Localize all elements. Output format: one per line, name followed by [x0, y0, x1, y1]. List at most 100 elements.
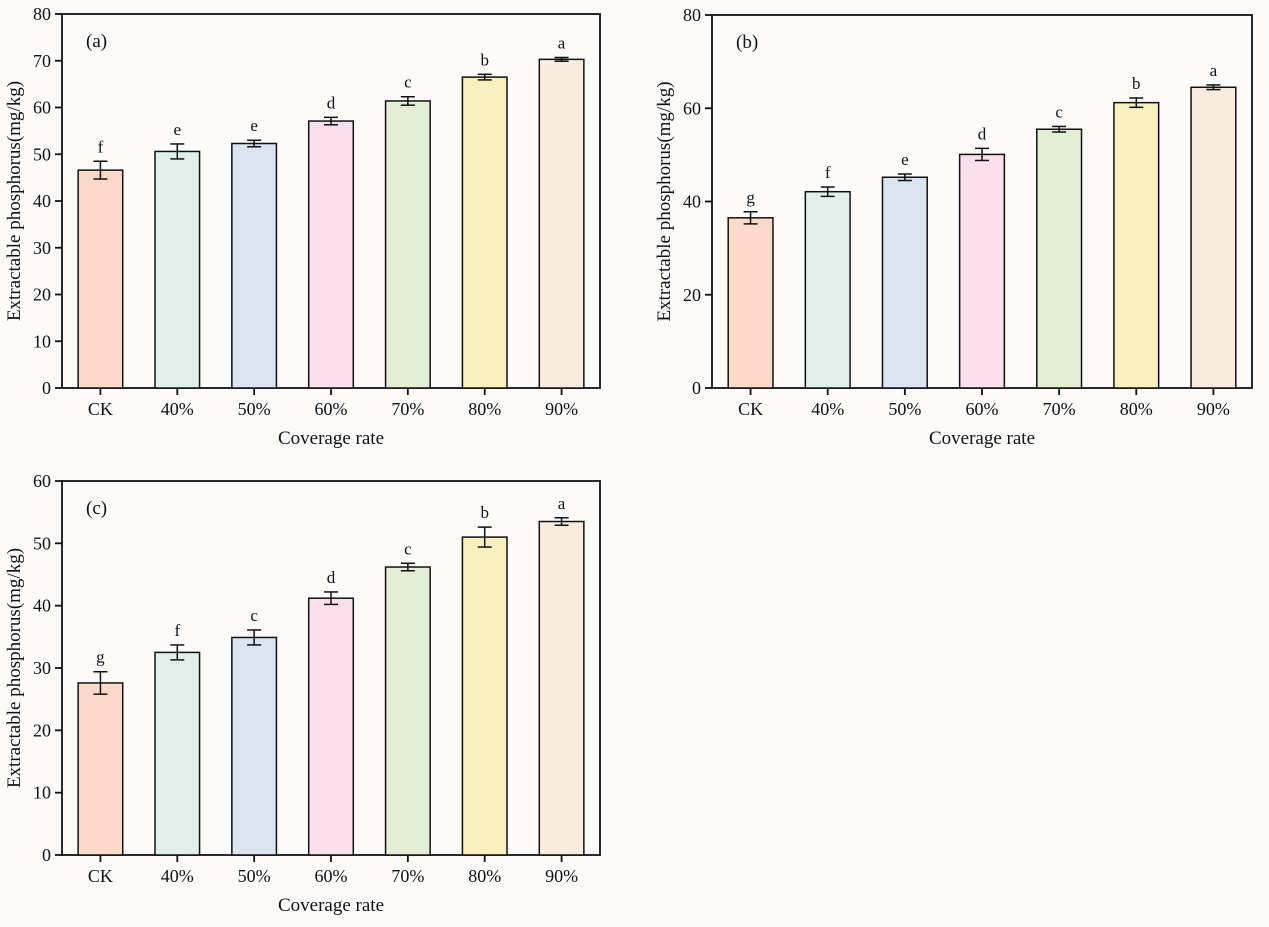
sig-letter: e — [250, 116, 258, 135]
x-tick-label: 70% — [391, 399, 424, 419]
bar-CK — [727, 217, 774, 389]
bar-90% — [538, 520, 585, 856]
bar-50% — [881, 176, 928, 389]
x-tick-label: 40% — [811, 399, 844, 419]
y-tick-label: 60 — [33, 471, 51, 491]
x-tick-label: 80% — [468, 399, 501, 419]
y-tick-label: 20 — [683, 285, 701, 305]
sig-letter: b — [480, 50, 489, 69]
sig-letter: d — [327, 93, 336, 112]
chart-panel-a: 0 10 20 30 40 50 60 70 80 f CK e 40% e 50% d 60% c 70% b 80%… — [0, 0, 634, 468]
y-tick-label: 10 — [33, 783, 51, 803]
bar-CK — [77, 682, 124, 856]
y-axis-title: Extractable phosphorus(mg/kg) — [4, 548, 25, 788]
chart-panel-c: 0 10 20 30 40 50 60 g CK f 40% c 50% d 60% c 70% b 80% a 90%… — [0, 463, 634, 927]
bar-90% — [538, 58, 585, 389]
y-tick-label: 20 — [33, 720, 51, 740]
y-tick-label: 40 — [33, 191, 51, 211]
x-tick-label: CK — [88, 866, 113, 886]
bar-50% — [231, 636, 278, 856]
y-tick-label: 0 — [42, 378, 51, 398]
sig-letter: g — [746, 188, 755, 207]
bar-80% — [1113, 101, 1160, 389]
y-tick-label: 10 — [33, 331, 51, 351]
x-tick-label: 60% — [966, 399, 999, 419]
y-tick-label: 30 — [33, 658, 51, 678]
bar-70% — [384, 100, 431, 389]
sig-letter: f — [174, 621, 180, 640]
y-axis-title: Extractable phosphorus(mg/kg) — [654, 81, 675, 321]
sig-letter: f — [825, 163, 831, 182]
x-axis-title: Coverage rate — [929, 428, 1035, 449]
x-tick-label: 60% — [315, 866, 348, 886]
x-tick-label: 80% — [1120, 399, 1153, 419]
y-tick-label: 0 — [692, 378, 701, 398]
y-tick-label: 60 — [33, 98, 51, 118]
x-tick-label: 90% — [545, 399, 578, 419]
x-tick-label: 70% — [391, 866, 424, 886]
bar-70% — [384, 566, 431, 856]
sig-letter: e — [174, 120, 182, 139]
x-tick-label: 80% — [468, 866, 501, 886]
bar-80% — [461, 76, 508, 389]
sig-letter: c — [404, 73, 412, 92]
x-axis-title: Coverage rate — [278, 428, 384, 449]
sig-letter: g — [96, 648, 105, 667]
x-tick-label: 70% — [1043, 399, 1076, 419]
chart-panel-b: 0 20 40 60 80 g CK f 40% e 50% d 60% c 70% b 80% a 90% Cove… — [635, 0, 1269, 468]
y-tick-label: 20 — [33, 285, 51, 305]
chart-svg-b: 0 20 40 60 80 g CK f 40% e 50% d 60% c 70% b 80% a 90% Cove… — [654, 5, 1253, 449]
y-tick-label: 50 — [33, 144, 51, 164]
bar-60% — [307, 597, 355, 856]
y-tick-label: 0 — [42, 845, 51, 865]
sig-letter: c — [250, 606, 258, 625]
bar-60% — [307, 120, 355, 389]
sig-letter: a — [558, 494, 566, 513]
sig-letter: a — [1210, 61, 1218, 80]
y-tick-label: 80 — [683, 5, 701, 25]
panel-label: (a) — [86, 31, 107, 52]
y-tick-label: 60 — [683, 98, 701, 118]
bar-40% — [154, 651, 201, 856]
chart-svg-c: 0 10 20 30 40 50 60 g CK f 40% c 50% d 60% c 70% b 80% a 90%… — [4, 471, 601, 916]
y-tick-label: 40 — [33, 596, 51, 616]
sig-letter: c — [1055, 102, 1063, 121]
panel-label: (c) — [86, 498, 107, 519]
x-tick-label: 50% — [238, 399, 271, 419]
sig-letter: d — [327, 568, 336, 587]
panel-label: (b) — [736, 32, 758, 53]
bar-40% — [804, 190, 851, 389]
sig-letter: b — [1132, 74, 1141, 93]
x-tick-label: 90% — [1197, 399, 1230, 419]
bar-CK — [77, 169, 124, 389]
sig-letter: c — [404, 539, 412, 558]
y-tick-label: 50 — [33, 533, 51, 553]
x-axis-title: Coverage rate — [278, 895, 384, 916]
bar-90% — [1190, 86, 1237, 389]
sig-letter: e — [901, 150, 909, 169]
bar-80% — [461, 536, 508, 856]
x-tick-label: CK — [88, 399, 113, 419]
sig-letter: f — [98, 137, 104, 156]
y-tick-label: 80 — [33, 4, 51, 24]
y-axis-title: Extractable phosphorus(mg/kg) — [4, 81, 25, 321]
x-tick-label: 40% — [161, 399, 194, 419]
x-tick-label: 90% — [545, 866, 578, 886]
sig-letter: d — [978, 124, 987, 143]
y-tick-label: 40 — [683, 192, 701, 212]
chart-svg-a: 0 10 20 30 40 50 60 70 80 f CK e 40% e 50% d 60% c 70% b 80%… — [4, 4, 601, 449]
x-tick-label: 60% — [315, 399, 348, 419]
y-tick-label: 30 — [33, 238, 51, 258]
sig-letter: b — [480, 503, 489, 522]
sig-letter: a — [558, 33, 566, 52]
bar-40% — [154, 150, 201, 389]
x-tick-label: 40% — [161, 866, 194, 886]
bar-70% — [1036, 128, 1083, 389]
x-tick-label: 50% — [888, 399, 921, 419]
bar-50% — [231, 142, 278, 389]
x-tick-label: 50% — [238, 866, 271, 886]
x-tick-label: CK — [738, 399, 763, 419]
bar-60% — [958, 153, 1006, 389]
y-tick-label: 70 — [33, 51, 51, 71]
